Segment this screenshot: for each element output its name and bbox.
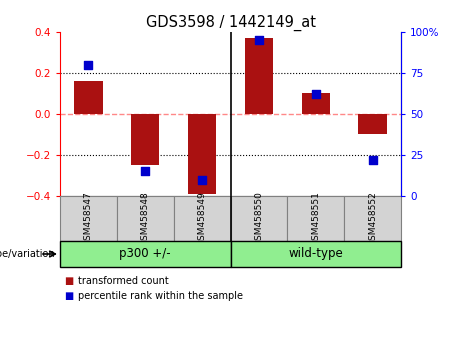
Bar: [358, 114, 387, 135]
Bar: [117, 196, 174, 241]
Text: GSM458550: GSM458550: [254, 191, 263, 246]
Bar: [344, 196, 401, 241]
Text: ■: ■: [65, 291, 74, 301]
Point: [312, 91, 319, 97]
Bar: [131, 114, 160, 165]
Text: GSM458552: GSM458552: [368, 191, 377, 246]
Text: GSM458549: GSM458549: [198, 191, 207, 246]
Bar: [245, 38, 273, 114]
Text: wild-type: wild-type: [289, 247, 343, 261]
Bar: [230, 241, 401, 267]
Text: genotype/variation: genotype/variation: [0, 249, 55, 259]
Bar: [60, 196, 117, 241]
Bar: [174, 196, 230, 241]
Bar: [74, 81, 102, 114]
Point: [85, 62, 92, 68]
Title: GDS3598 / 1442149_at: GDS3598 / 1442149_at: [146, 14, 315, 30]
Text: GSM458551: GSM458551: [311, 191, 320, 246]
Text: GSM458548: GSM458548: [141, 191, 150, 246]
Bar: [230, 196, 287, 241]
Bar: [301, 93, 330, 114]
Text: GSM458547: GSM458547: [84, 191, 93, 246]
Point: [255, 37, 263, 43]
Text: transformed count: transformed count: [78, 276, 169, 286]
Point: [142, 169, 149, 174]
Bar: [188, 114, 216, 194]
Point: [369, 157, 376, 163]
Point: [198, 177, 206, 182]
Text: p300 +/-: p300 +/-: [119, 247, 171, 261]
Text: ■: ■: [65, 276, 74, 286]
Text: percentile rank within the sample: percentile rank within the sample: [78, 291, 243, 301]
Bar: [287, 196, 344, 241]
Bar: [60, 241, 230, 267]
